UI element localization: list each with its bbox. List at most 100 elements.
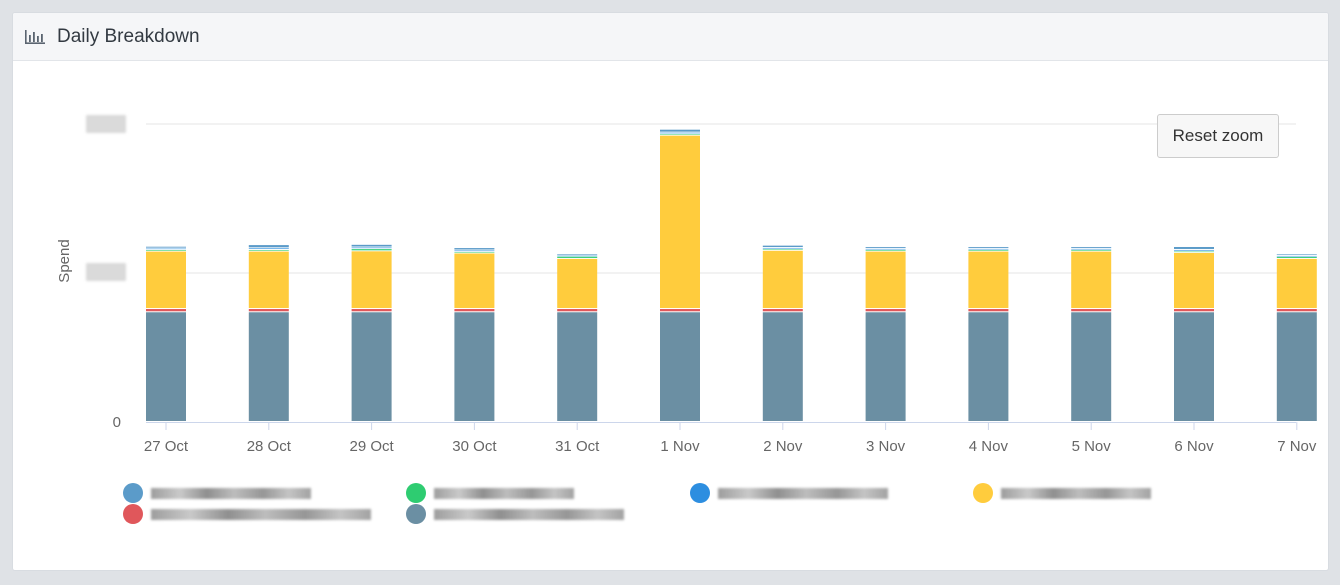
bar-segment-4-nov-s0 <box>968 312 1009 421</box>
bar-segment-31-oct-s5 <box>557 254 598 255</box>
bar-segment-28-oct-s0 <box>248 312 289 421</box>
x-tick-label-8: 4 Nov <box>969 438 1009 455</box>
legend-marker <box>690 483 710 503</box>
legend-item[interactable] <box>406 483 426 503</box>
bar-segment-30-oct-s4 <box>454 250 495 252</box>
x-tick-label-7: 3 Nov <box>866 438 906 455</box>
bar-segment-28-oct-s5 <box>248 245 289 248</box>
legend-item[interactable] <box>123 483 143 503</box>
bar-segment-6-nov-s0 <box>1174 312 1214 421</box>
bar-segment-4-nov-s4 <box>968 248 1009 250</box>
bar-segment-6-nov-s1 <box>1174 309 1214 312</box>
legend-label-obscured <box>718 488 888 499</box>
bar-segment-3-nov-s0 <box>865 312 906 421</box>
bar-segment-29-oct-s0 <box>351 312 392 421</box>
bar-segment-30-oct-s3 <box>454 252 495 253</box>
bar-segment-3-nov-s2 <box>865 251 906 309</box>
legend-item[interactable] <box>690 483 710 503</box>
bar-segment-2-nov-s0 <box>762 312 803 421</box>
bar-segment-27-oct-s3 <box>146 249 186 251</box>
bar-segment-7-nov-s1 <box>1276 309 1317 312</box>
bar-segment-5-nov-s3 <box>1071 249 1112 251</box>
bar-segment-30-oct-s5 <box>454 248 495 250</box>
x-tick-label-9: 5 Nov <box>1072 438 1112 455</box>
bar-segment-3-nov-s4 <box>865 248 906 250</box>
daily-breakdown-panel: Daily Breakdown Spend 0 27 Oct 28 Oct 29 Oct… <box>12 12 1329 571</box>
legend-marker <box>123 483 143 503</box>
bar-segment-30-oct-s0 <box>454 312 495 421</box>
bar-segment-27-oct-s2 <box>146 251 186 309</box>
bar-segment-5-nov-s1 <box>1071 309 1112 312</box>
bar-segment-27-oct-s5 <box>146 246 186 248</box>
bar-segment-2-nov-s5 <box>762 245 803 248</box>
bar-segment-31-oct-s1 <box>557 309 598 312</box>
stacked-bar-chart: Spend 0 27 Oct 28 Oct 29 Oct 30 Oct 31 Oct 1 No… <box>56 123 1317 455</box>
legend-item[interactable] <box>123 504 143 524</box>
bar-segment-3-nov-s5 <box>865 246 906 248</box>
x-tick-label-1: 28 Oct <box>247 438 292 455</box>
panel-title: Daily Breakdown <box>57 25 200 47</box>
bar-segment-29-oct-s3 <box>351 249 392 251</box>
bar-segment-28-oct-s4 <box>248 248 289 249</box>
legend-label-obscured <box>151 488 311 499</box>
legend-marker <box>406 504 426 524</box>
legend-item[interactable] <box>973 483 993 503</box>
bar-segment-3-nov-s1 <box>865 309 906 312</box>
bar-segment-29-oct-s4 <box>351 247 392 249</box>
x-tick-label-10: 6 Nov <box>1174 438 1214 455</box>
bar-segment-1-nov-s0 <box>660 312 700 421</box>
bar-segment-31-oct-s0 <box>557 312 598 421</box>
x-tick-label-3: 30 Oct <box>452 438 497 455</box>
bar-segment-29-oct-s2 <box>351 251 392 309</box>
x-tick-label-11: 7 Nov <box>1277 438 1317 455</box>
bar-segment-1-nov-s4 <box>660 132 700 134</box>
panel-header: Daily Breakdown <box>13 13 1328 61</box>
bar-segment-7-nov-s4 <box>1276 255 1317 257</box>
bar-segment-27-oct-s4 <box>146 248 186 250</box>
legend-marker <box>973 483 993 503</box>
bar-segment-28-oct-s1 <box>248 309 289 312</box>
bar-segment-28-oct-s3 <box>248 249 289 251</box>
bar-segment-7-nov-s3 <box>1276 257 1317 258</box>
legend-marker <box>123 504 143 524</box>
bar-segment-2-nov-s2 <box>762 250 803 309</box>
bar-segment-31-oct-s2 <box>557 258 598 309</box>
bar-segment-1-nov-s5 <box>660 129 700 132</box>
bar-segment-29-oct-s1 <box>351 309 392 312</box>
bar-segment-7-nov-s2 <box>1276 258 1317 309</box>
bar-segment-27-oct-s0 <box>146 312 186 421</box>
bar-segment-1-nov-s3 <box>660 134 700 135</box>
legend-item[interactable] <box>406 504 426 524</box>
bar-segment-2-nov-s3 <box>762 249 803 250</box>
x-tick-label-5: 1 Nov <box>660 438 700 455</box>
bar-segment-30-oct-s1 <box>454 309 495 312</box>
bar-segment-7-nov-s5 <box>1276 254 1317 255</box>
bar-segment-1-nov-s1 <box>660 309 700 312</box>
legend-label-obscured <box>151 509 371 520</box>
y-axis-title: Spend <box>56 239 73 282</box>
bar-segment-2-nov-s4 <box>762 248 803 249</box>
bar-segment-6-nov-s2 <box>1174 252 1214 309</box>
bar-segment-6-nov-s5 <box>1174 246 1214 249</box>
bar-segment-7-nov-s0 <box>1276 312 1317 421</box>
bar-segment-5-nov-s5 <box>1071 246 1112 248</box>
bar-segment-5-nov-s2 <box>1071 251 1112 309</box>
bar-segment-29-oct-s5 <box>351 244 392 247</box>
bar-segment-4-nov-s5 <box>968 246 1009 248</box>
bar-segment-28-oct-s2 <box>248 251 289 309</box>
bar-segment-6-nov-s4 <box>1174 249 1214 251</box>
bar-segment-5-nov-s4 <box>1071 248 1112 250</box>
bar-segment-2-nov-s1 <box>762 309 803 312</box>
x-tick-label-2: 29 Oct <box>350 438 395 455</box>
bar-segment-5-nov-s0 <box>1071 312 1112 421</box>
legend-label-obscured <box>1001 488 1151 499</box>
y-tick-label-middle-obscured <box>86 263 126 281</box>
y-tick-label-top-obscured <box>86 115 126 133</box>
bar-chart-icon <box>25 29 45 45</box>
bar-segment-6-nov-s3 <box>1174 251 1214 253</box>
x-tick-label-4: 31 Oct <box>555 438 600 455</box>
reset-zoom-button[interactable]: Reset zoom <box>1157 114 1279 158</box>
legend-label-obscured <box>434 488 574 499</box>
bar-segment-30-oct-s2 <box>454 253 495 309</box>
bar-segment-27-oct-s1 <box>146 309 186 312</box>
